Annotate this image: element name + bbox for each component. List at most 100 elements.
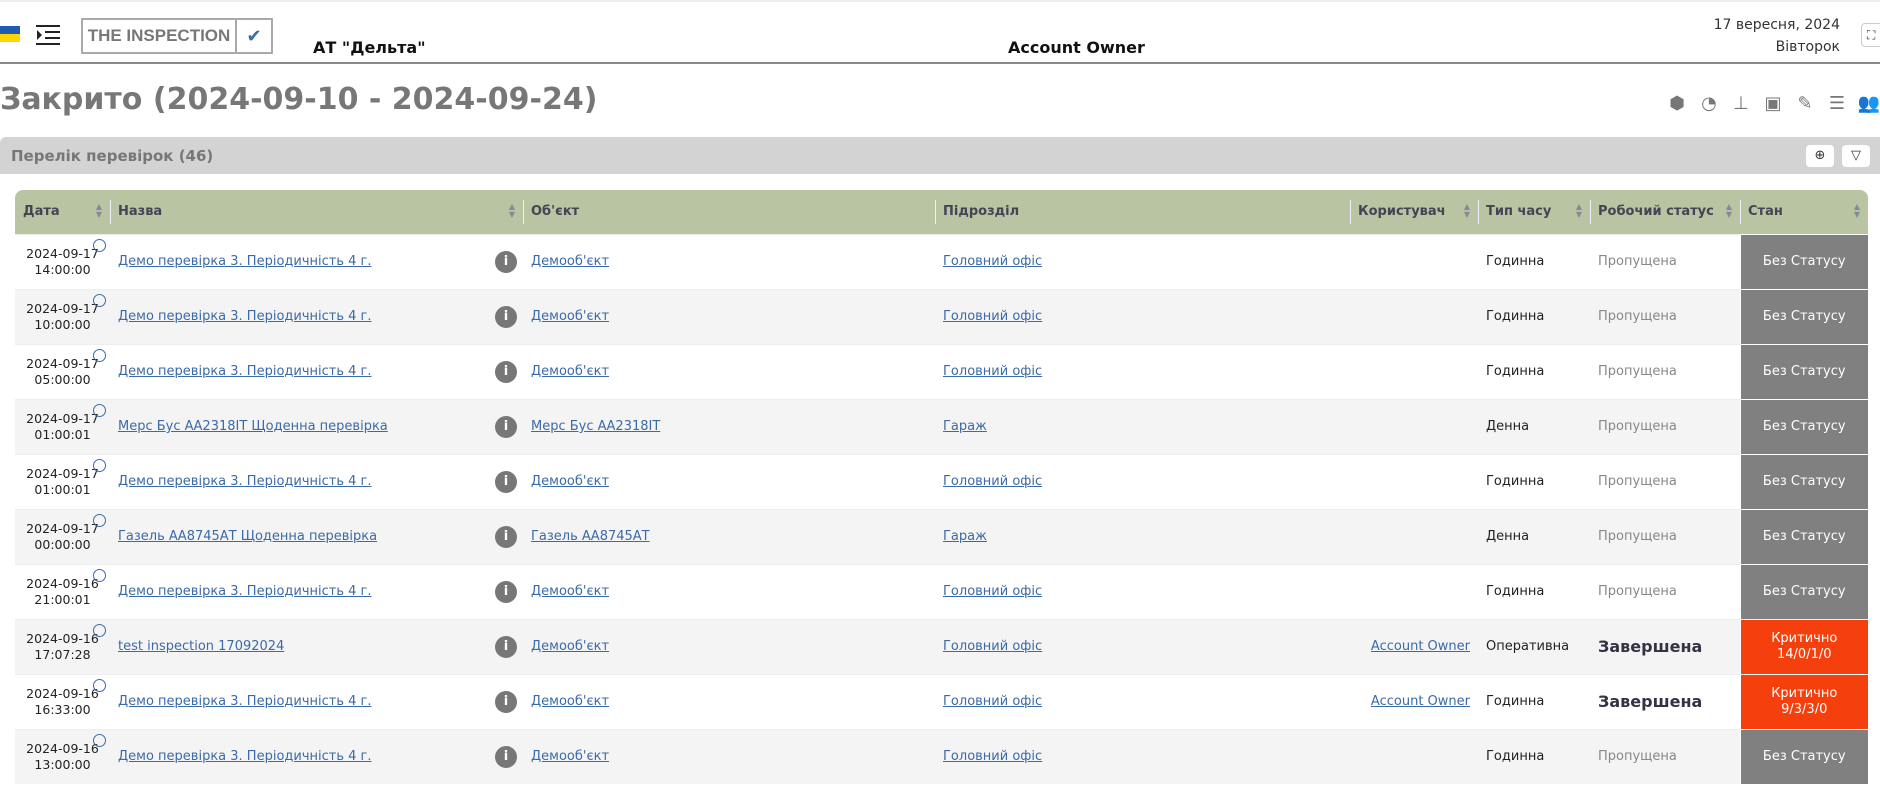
fullscreen-icon[interactable]: ⛶: [1861, 23, 1880, 47]
table-row[interactable]: 2024-09-17 05:00:00 Демо перевірка 3. Пер…: [15, 343, 1868, 399]
state-badge[interactable]: Без Статусу: [1739, 563, 1868, 619]
info-icon[interactable]: i: [495, 415, 517, 438]
unit-link[interactable]: Гараж: [943, 529, 987, 544]
info-icon[interactable]: i: [495, 360, 517, 383]
app-logo[interactable]: THE INSPECTION ✔: [81, 18, 273, 54]
state-badge[interactable]: Критично 14/0/1/0: [1739, 618, 1868, 674]
clock-icon: [93, 513, 106, 527]
calendar-check-icon[interactable]: ▣: [1764, 92, 1782, 114]
inspection-link[interactable]: Демо перевірка 3. Періодичність 4 г.: [118, 474, 372, 489]
ukraine-flag-icon[interactable]: [0, 26, 20, 42]
sort-icon[interactable]: ▲ ▼: [1853, 202, 1860, 219]
table-row[interactable]: 2024-09-17 01:00:01 Мерс Бус АА2318ІТ Щод…: [15, 398, 1868, 454]
sort-icon[interactable]: ▲ ▼: [508, 202, 515, 219]
column-header[interactable]: Тип часу ▲ ▼: [1478, 190, 1590, 234]
time-type-cell: Годинна: [1478, 728, 1590, 784]
user-link[interactable]: Account Owner: [1370, 639, 1470, 654]
info-icon[interactable]: i: [495, 525, 517, 548]
unit-link[interactable]: Головний офіс: [943, 694, 1043, 709]
inspection-link[interactable]: Демо перевірка 3. Періодичність 4 г.: [118, 694, 372, 709]
object-link[interactable]: Демооб'єкт: [531, 694, 610, 709]
work-status-cell: Пропущена: [1590, 563, 1740, 619]
table-row[interactable]: 2024-09-17 14:00:00 Демо перевірка 3. Пер…: [15, 233, 1868, 289]
unit-link[interactable]: Головний офіс: [943, 639, 1043, 654]
inspection-link[interactable]: Демо перевірка 3. Періодичність 4 г.: [118, 309, 372, 324]
add-circle-icon[interactable]: ⊕: [1806, 145, 1834, 167]
object-link[interactable]: Мерс Бус АА2318ІТ: [531, 419, 661, 434]
table-row[interactable]: 2024-09-16 21:00:01 Демо перевірка 3. Пер…: [15, 563, 1868, 619]
state-badge[interactable]: Без Статусу: [1739, 233, 1868, 289]
info-icon[interactable]: i: [495, 745, 517, 768]
object-link[interactable]: Газель АА8745АТ: [531, 529, 650, 544]
table-row[interactable]: 2024-09-17 00:00:00 Газель АА8745АТ Щоден…: [15, 508, 1868, 564]
cubes-icon[interactable]: ⬢: [1669, 92, 1685, 114]
state-badge[interactable]: Без Статусу: [1739, 288, 1868, 344]
object-link[interactable]: Демооб'єкт: [531, 309, 610, 324]
object-link[interactable]: Демооб'єкт: [531, 584, 610, 599]
object-link[interactable]: Демооб'єкт: [531, 749, 610, 765]
user-cell: [1350, 343, 1478, 399]
column-header[interactable]: Дата ▲ ▼: [23, 202, 102, 220]
inspection-link[interactable]: Демо перевірка 3. Періодичність 4 г.: [118, 364, 372, 379]
inspection-link[interactable]: Мерс Бус АА2318ІТ Щоденна перевірка: [118, 419, 388, 434]
time-type-cell: Годинна: [1478, 288, 1590, 344]
date-cell: 2024-09-16 17:07:28: [15, 618, 110, 674]
user-link[interactable]: Account Owner: [1370, 694, 1470, 709]
info-icon[interactable]: i: [495, 690, 517, 713]
inspection-link[interactable]: Демо перевірка 3. Періодичність 4 г.: [118, 749, 372, 765]
sort-icon[interactable]: ▲ ▼: [1575, 202, 1582, 219]
edit-icon[interactable]: ✎: [1797, 92, 1813, 114]
state-badge[interactable]: Без Статусу: [1739, 508, 1868, 564]
current-user[interactable]: Account Owner: [1008, 38, 1145, 57]
info-icon[interactable]: i: [495, 635, 517, 658]
inspection-link[interactable]: Демо перевірка 3. Періодичність 4 г.: [118, 254, 372, 269]
column-header[interactable]: Користувач ▲ ▼: [1350, 190, 1478, 234]
inspection-link[interactable]: test inspection 17092024: [118, 639, 285, 654]
info-icon[interactable]: i: [495, 470, 517, 493]
table-row[interactable]: 2024-09-16 16:33:00 Демо перевірка 3. Пер…: [15, 673, 1868, 729]
dashboard-icon[interactable]: ◔: [1701, 92, 1717, 114]
state-badge[interactable]: Без Статусу: [1739, 728, 1868, 784]
state-badge[interactable]: Без Статусу: [1739, 343, 1868, 399]
column-header[interactable]: Назва ▲ ▼: [110, 190, 523, 234]
table-row[interactable]: 2024-09-17 10:00:00 Демо перевірка 3. Пер…: [15, 288, 1868, 344]
user-cell: [1350, 398, 1478, 454]
table-row[interactable]: 2024-09-16 17:07:28 test inspection 17092…: [15, 618, 1868, 674]
sort-icon[interactable]: ▲ ▼: [1463, 202, 1470, 219]
column-header[interactable]: Стан ▲ ▼: [1740, 190, 1868, 234]
unit-link[interactable]: Гараж: [943, 419, 987, 434]
column-header[interactable]: Підрозділ: [935, 190, 1350, 234]
column-header[interactable]: Робочий статус ▲ ▼: [1590, 190, 1740, 234]
sitemap-icon[interactable]: ⊥: [1733, 92, 1749, 114]
sort-icon[interactable]: ▲ ▼: [95, 202, 102, 219]
object-link[interactable]: Демооб'єкт: [531, 364, 610, 379]
work-status-cell: Пропущена: [1590, 453, 1740, 509]
unit-link[interactable]: Головний офіс: [943, 254, 1043, 269]
table-row[interactable]: 2024-09-17 01:00:01 Демо перевірка 3. Пер…: [15, 453, 1868, 509]
unit-link[interactable]: Головний офіс: [943, 584, 1043, 599]
sort-icon[interactable]: ▲ ▼: [1725, 202, 1732, 219]
object-link[interactable]: Демооб'єкт: [531, 639, 610, 654]
info-icon[interactable]: i: [495, 580, 517, 603]
menu-toggle-icon[interactable]: [36, 24, 60, 46]
state-badge[interactable]: Критично 9/3/3/0: [1739, 673, 1868, 729]
unit-link[interactable]: Головний офіс: [943, 749, 1043, 765]
state-badge[interactable]: Без Статусу: [1739, 398, 1868, 454]
checklist-icon[interactable]: ☰: [1828, 92, 1846, 114]
column-header[interactable]: Об'єкт: [523, 190, 935, 234]
info-icon[interactable]: i: [495, 305, 517, 328]
toolbar: ⬢ ◔ ⊥ ▣ ✎ ☰ 👥: [1666, 92, 1880, 114]
unit-link[interactable]: Головний офіс: [943, 364, 1043, 379]
unit-link[interactable]: Головний офіс: [943, 474, 1043, 489]
state-badge[interactable]: Без Статусу: [1739, 453, 1868, 509]
info-icon[interactable]: i: [495, 250, 517, 273]
filter-icon[interactable]: ▽: [1842, 145, 1870, 167]
object-link[interactable]: Демооб'єкт: [531, 474, 610, 489]
inspection-link[interactable]: Газель АА8745АТ Щоденна перевірка: [118, 529, 378, 544]
inspection-link[interactable]: Демо перевірка 3. Періодичність 4 г.: [118, 584, 372, 599]
object-link[interactable]: Демооб'єкт: [531, 254, 610, 269]
users-icon[interactable]: 👥: [1857, 92, 1880, 114]
unit-link[interactable]: Головний офіс: [943, 309, 1043, 324]
date-cell: 2024-09-17 05:00:00: [15, 343, 110, 399]
table-row[interactable]: 2024-09-16 13:00:00 Демо перевірка 3. Пер…: [15, 728, 1868, 784]
